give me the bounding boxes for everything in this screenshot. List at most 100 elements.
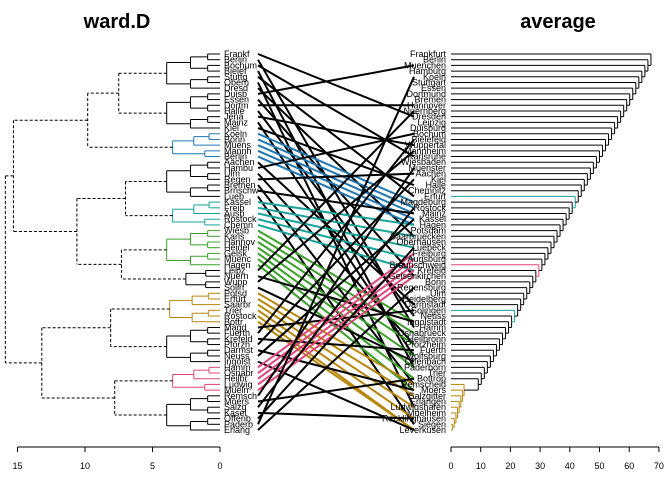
- right-leaf-label: Kiel: [431, 174, 446, 184]
- connector-line: [257, 144, 415, 215]
- connector-line: [257, 64, 415, 95]
- connector-line: [257, 172, 415, 181]
- connector-line: [257, 132, 415, 169]
- right-leaf-label: Hamburg: [409, 66, 446, 76]
- left-leaf-label: Mainz: [224, 117, 249, 127]
- right-leaf-label: Ulm: [430, 288, 446, 298]
- left-leaf-label: Kiel: [224, 123, 239, 133]
- left-leaf-label: Kassel: [224, 197, 251, 207]
- left-leaf-label: Ludwig: [224, 379, 253, 389]
- left-leaf-label: Bielef: [224, 66, 247, 76]
- connector-line: [257, 229, 415, 323]
- left-leaf-label: Offenb: [224, 414, 251, 424]
- right-leaf-label: Mainz: [422, 209, 447, 219]
- connector-line: [257, 292, 415, 386]
- right-leaf-label: Erlangen: [410, 397, 446, 407]
- right-leaf-label: Freiburg: [412, 248, 446, 258]
- left-leaf-label: Karls: [224, 231, 245, 241]
- right-leaf-label: Wuppertal: [405, 140, 446, 150]
- right-leaf-label: Karlsruhe: [407, 152, 446, 162]
- left-leaf-label: Freib: [224, 203, 245, 213]
- right-leaf-label: Nuernberg: [403, 106, 446, 116]
- connector-line: [257, 309, 415, 329]
- right-leaf-label: Duisburg: [410, 123, 446, 133]
- left-leaf-label: Leipz: [224, 265, 246, 275]
- right-axis-tick-label: 20: [505, 461, 515, 471]
- connector-line: [257, 223, 415, 272]
- right-leaf-label: Heidelberg: [402, 294, 446, 304]
- right-leaf-label: Pforzheim: [405, 340, 446, 350]
- connector-line: [257, 201, 415, 226]
- left-leaf-label: Koeln: [224, 129, 247, 139]
- connector-line: [257, 76, 415, 425]
- left-leaf-label: Aachen: [224, 157, 255, 167]
- left-leaf-label: Erlang: [224, 425, 250, 435]
- right-leaf-label: Offenbach: [405, 357, 446, 367]
- left-leaf-label: Heidel: [224, 243, 250, 253]
- right-leaf-label: Neuss: [420, 311, 446, 321]
- right-leaf-label: Bremen: [414, 95, 446, 105]
- left-leaf-label: Mannh: [224, 146, 252, 156]
- left-leaf-label: Regen: [224, 174, 251, 184]
- left-leaf-label: Rostock: [224, 214, 257, 224]
- connector-line: [257, 207, 415, 408]
- left-leaf-label: Berlin: [224, 55, 247, 65]
- right-leaf-label: Halle: [425, 180, 446, 190]
- left-leaf-label: Saarbr: [224, 300, 251, 310]
- left-leaf-label: Hamm: [224, 362, 251, 372]
- left-leaf-label: Fuerth: [224, 328, 250, 338]
- right-leaf-label: Bonn: [425, 277, 446, 287]
- connector-line: [257, 206, 415, 238]
- left-leaf-label: Salzg: [224, 402, 247, 412]
- left-axis-tick-label: 5: [150, 461, 155, 471]
- left-leaf-label: Oberh: [224, 77, 249, 87]
- connector-line: [257, 189, 415, 215]
- right-leaf-label: Mannheim: [404, 146, 446, 156]
- left-leaf-label: Mueln: [224, 385, 249, 395]
- left-leaf-label: Paderb: [224, 419, 253, 429]
- left-leaf-label: Chemn: [224, 220, 253, 230]
- right-x-axis: 0 10 20 30 40 50 60 70: [448, 446, 664, 471]
- connector-line: [257, 258, 415, 374]
- left-leaf-label: Trier: [224, 305, 242, 315]
- right-dendrogram-title: average: [520, 11, 596, 33]
- right-leaf-label: Stuttgart: [412, 77, 447, 87]
- left-leaf-labels: FrankfBerlinBochumBielefStuttgOberhDresd…: [224, 49, 259, 435]
- right-axis-tick-label: 70: [654, 461, 664, 471]
- right-leaf-label: Hagen: [419, 220, 446, 230]
- connector-line: [257, 377, 415, 403]
- left-leaf-label: Stuttg: [224, 72, 248, 82]
- right-leaf-label: Gelsenkirchen: [388, 271, 446, 281]
- right-leaf-label: Hannover: [407, 100, 446, 110]
- right-axis-tick-label: 60: [624, 461, 634, 471]
- left-leaf-label: Duisb: [224, 89, 247, 99]
- left-leaf-label: Hambu: [224, 163, 253, 173]
- right-leaf-label: Augsburg: [407, 254, 446, 264]
- connector-line: [257, 98, 415, 277]
- right-leaf-labels: FrankfurtBerlinMuenchenHamburgKoelnStutt…: [382, 49, 447, 435]
- connector-line: [257, 286, 415, 431]
- right-leaf-label: Fuerth: [420, 345, 446, 355]
- right-axis-tick-label: 10: [476, 461, 486, 471]
- right-leaf-label: Dresden: [412, 112, 446, 122]
- connector-line: [257, 411, 415, 420]
- right-leaf-label: Moers: [421, 385, 447, 395]
- right-leaf-label: Ingolstadt: [407, 317, 447, 327]
- right-leaf-label: Muenchen: [404, 60, 446, 70]
- left-leaf-label: Lueb: [224, 191, 244, 201]
- left-leaf-label: Ingolst: [224, 357, 251, 367]
- left-leaf-label: Frankf: [224, 49, 250, 59]
- left-leaf-label: Heilbr: [224, 374, 248, 384]
- right-leaf-label: Bochum: [413, 129, 446, 139]
- left-leaf-label: Muenc: [224, 254, 252, 264]
- connector-line: [257, 110, 415, 272]
- right-leaf-label: Paderborn: [404, 362, 446, 372]
- right-axis-tick-label: 30: [535, 461, 545, 471]
- left-leaf-label: Bochum: [224, 60, 257, 70]
- right-leaf-label: Potsdam: [410, 226, 446, 236]
- right-leaf-label: Chemnitz: [408, 186, 447, 196]
- left-leaf-label: Neuss: [224, 351, 250, 361]
- connector-line: [257, 247, 415, 420]
- right-leaf-label: Aachen: [415, 169, 446, 179]
